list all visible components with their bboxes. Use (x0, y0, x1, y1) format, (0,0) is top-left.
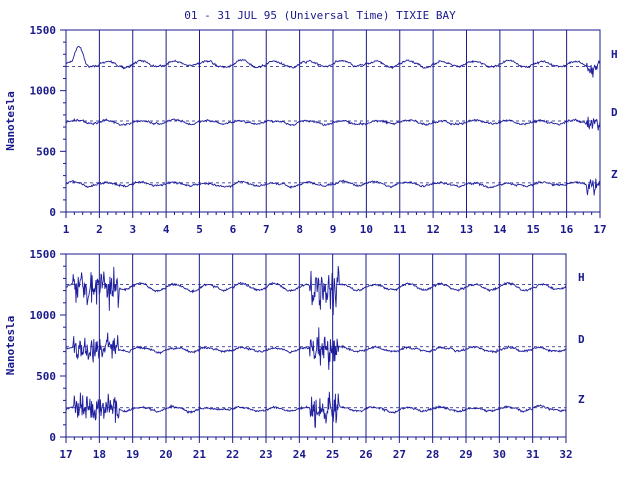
x-tick-label: 17 (59, 448, 72, 461)
x-tick-label: 3 (129, 223, 136, 236)
y-axis-label: Nanotesla (4, 316, 17, 376)
x-tick-label: 1 (63, 223, 70, 236)
panel-2: 17 18 19 20 21 22 23 24 25 26 27 28 29 30 31 32 0 500 1000… (4, 248, 585, 461)
series-H-trace (65, 265, 567, 316)
x-tick-label: 26 (359, 448, 373, 461)
x-tick-label: 12 (427, 223, 440, 236)
y-tick-label: 1500 (30, 24, 57, 37)
x-tick-label: 22 (226, 448, 239, 461)
y-tick-label: 0 (49, 431, 56, 444)
x-tick-label: 23 (259, 448, 272, 461)
series-Z-trace (65, 391, 567, 428)
x-tick-label: 5 (196, 223, 203, 236)
x-tick-label: 4 (163, 223, 170, 236)
x-tick-label: 13 (460, 223, 473, 236)
x-tick-label: 29 (459, 448, 472, 461)
x-tick-label: 17 (593, 223, 606, 236)
series-D-trace (65, 327, 567, 370)
y-tick-label: 1000 (30, 85, 57, 98)
x-tick-label: 14 (493, 223, 507, 236)
x-tick-label: 32 (559, 448, 572, 461)
y-tick-label: 1500 (30, 248, 57, 261)
x-tick-label: 16 (560, 223, 574, 236)
series-Z-trace (65, 178, 601, 196)
panel-1: 1 2 3 4 5 6 7 8 9 10 11 12 13 14 15 16 17050010001500Nan… (4, 24, 618, 236)
x-tick-label: 2 (96, 223, 103, 236)
x-tick-label: 8 (296, 223, 303, 236)
series-H-trace (65, 46, 601, 78)
chart-title: 01 - 31 JUL 95 (Universal Time) TIXIE BA… (184, 9, 456, 22)
x-tick-label: 21 (193, 448, 207, 461)
x-tick-label: 7 (263, 223, 270, 236)
x-tick-label: 27 (393, 448, 406, 461)
x-tick-label: 18 (93, 448, 106, 461)
x-tick-label: 11 (393, 223, 407, 236)
y-tick-label: 500 (36, 370, 56, 383)
x-tick-label: 28 (426, 448, 439, 461)
x-tick-label: 6 (230, 223, 237, 236)
x-tick-label: 15 (527, 223, 540, 236)
x-tick-label: 30 (493, 448, 506, 461)
x-tick-label: 31 (526, 448, 540, 461)
x-tick-label: 25 (326, 448, 339, 461)
series-D-label: D (578, 333, 585, 346)
x-tick-label: 9 (330, 223, 337, 236)
x-tick-label: 24 (293, 448, 307, 461)
y-tick-label: 0 (49, 206, 56, 219)
series-D-label: D (611, 106, 618, 119)
series-H-label: H (611, 48, 618, 61)
series-Z-label: Z (611, 168, 618, 181)
series-D-trace (65, 116, 601, 131)
series-H-label: H (578, 271, 585, 284)
y-axis-label: Nanotesla (4, 91, 17, 151)
y-tick-label: 500 (36, 145, 56, 158)
series-Z-label: Z (578, 393, 585, 406)
x-tick-label: 20 (159, 448, 172, 461)
x-tick-label: 19 (126, 448, 139, 461)
x-tick-label: 10 (360, 223, 373, 236)
y-tick-label: 1000 (30, 309, 57, 322)
